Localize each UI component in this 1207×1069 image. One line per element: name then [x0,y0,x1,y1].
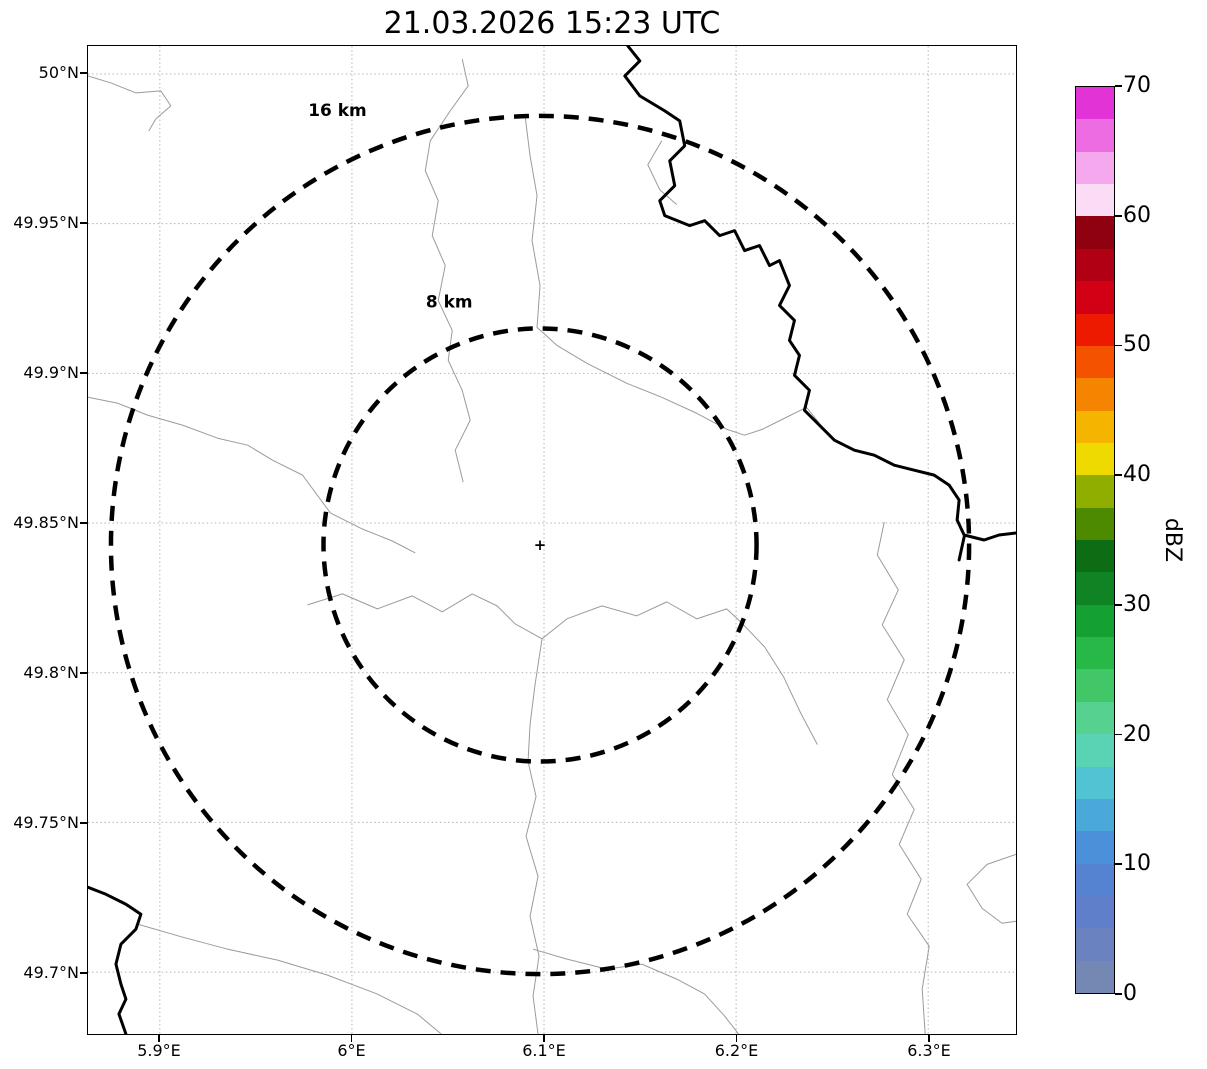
x-tick-label: 5.9°E [137,1041,181,1060]
colorbar-tick-label: 60 [1123,202,1151,228]
plot-title: 21.03.2026 15:23 UTC [383,6,721,41]
admin-boundary-line [525,638,543,1034]
colorbar-segment [1076,475,1114,508]
colorbar-segment [1076,216,1114,249]
y-tick-mark [80,72,87,74]
colorbar-segment [1076,572,1114,605]
y-tick-label: 49.8°N [23,663,79,682]
range-ring-8km [321,326,759,764]
colorbar-tick-mark [1115,604,1122,606]
admin-boundaries [88,58,1016,1034]
x-tick-mark [928,1035,930,1042]
y-tick-mark [80,222,87,224]
y-tick-mark [80,822,87,824]
range-ring-16km [108,113,972,977]
colorbar-tick-mark [1115,344,1122,347]
x-tick-mark [158,1035,160,1042]
admin-boundary-line [524,115,820,436]
y-tick-label: 49.95°N [13,213,79,232]
colorbar-tick-mark [1115,85,1122,87]
y-tick-label: 49.7°N [23,963,79,982]
colorbar-segment [1076,734,1114,767]
y-tick-mark [80,372,87,374]
colorbar-segment [1076,119,1114,152]
admin-boundary-line [424,58,471,483]
admin-boundary-line [876,521,930,1034]
x-tick-label: 6.2°E [714,1041,759,1060]
colorbar-segment [1076,507,1114,541]
colorbar-tick-label: 70 [1123,73,1151,98]
x-tick-mark [543,1035,545,1042]
admin-boundary-line [88,396,416,554]
colorbar-segment [1076,540,1114,573]
country-border-line [623,46,1016,542]
y-tick-mark [80,522,87,524]
colorbar-segment [1076,87,1114,120]
colorbar-tick-label: 40 [1123,462,1151,488]
colorbar-tick-mark [1115,993,1122,995]
country-border-line [88,885,143,1034]
colorbar-segment [1076,604,1114,638]
admin-boundary-line [647,140,678,206]
colorbar-segment [1076,831,1114,864]
colorbar-segment [1076,766,1114,799]
colorbar-tick-label: 10 [1123,851,1151,877]
colorbar-segment [1076,895,1114,929]
colorbar-segment [1076,669,1114,702]
grid-lines [88,46,1016,1034]
colorbar-tick-mark [1115,214,1122,217]
y-tick-mark [80,972,87,974]
y-tick-label: 50°N [38,63,79,82]
colorbar-axis-label: dBZ [1160,517,1185,563]
country-borders [88,46,1016,1034]
colorbar [1075,86,1115,994]
colorbar-tick-label: 20 [1123,721,1151,747]
colorbar-segment [1076,928,1114,961]
x-tick-label: 6.1°E [522,1041,566,1060]
admin-boundary-line [532,948,739,1034]
y-tick-label: 49.85°N [13,513,79,532]
admin-boundary-line [307,593,818,745]
x-tick-label: 6°E [337,1041,366,1060]
colorbar-segment [1076,281,1114,314]
y-tick-mark [80,672,87,674]
colorbar-segment [1076,313,1114,346]
colorbar-segment [1076,798,1114,832]
colorbar-tick-label: 0 [1123,981,1137,1006]
radar-center-marker: + [534,536,547,554]
x-tick-label: 6.3°E [907,1041,951,1060]
colorbar-segment [1076,151,1114,185]
colorbar-segment [1076,637,1114,670]
colorbar-segment [1076,863,1114,896]
colorbar-tick-mark [1115,474,1122,476]
colorbar-segment [1076,960,1114,994]
x-tick-mark [735,1035,738,1042]
map-canvas: 16 km 8 km + [88,46,1016,1034]
admin-boundary-line [88,75,172,132]
colorbar-tick-label: 50 [1123,332,1151,358]
y-tick-label: 49.9°N [23,363,79,382]
country-border-line [957,535,966,562]
x-tick-mark [350,1035,353,1042]
colorbar-segment [1076,701,1114,735]
colorbar-tick-mark [1115,863,1122,866]
range-ring-8km-label: 8 km [426,291,473,311]
range-ring-16km-label: 16 km [308,100,366,120]
colorbar-segment [1076,345,1114,379]
colorbar-segment [1076,442,1114,476]
colorbar-segment [1076,410,1114,443]
map-panel: 16 km 8 km + [87,45,1017,1035]
colorbar-tick-label: 30 [1123,591,1151,617]
colorbar-segment [1076,184,1114,217]
y-tick-label: 49.75°N [13,813,79,832]
colorbar-segment [1076,248,1114,282]
colorbar-tick-mark [1115,733,1122,736]
admin-boundary-line [137,923,442,1034]
admin-boundary-line [966,853,1016,924]
colorbar-segment [1076,378,1114,411]
